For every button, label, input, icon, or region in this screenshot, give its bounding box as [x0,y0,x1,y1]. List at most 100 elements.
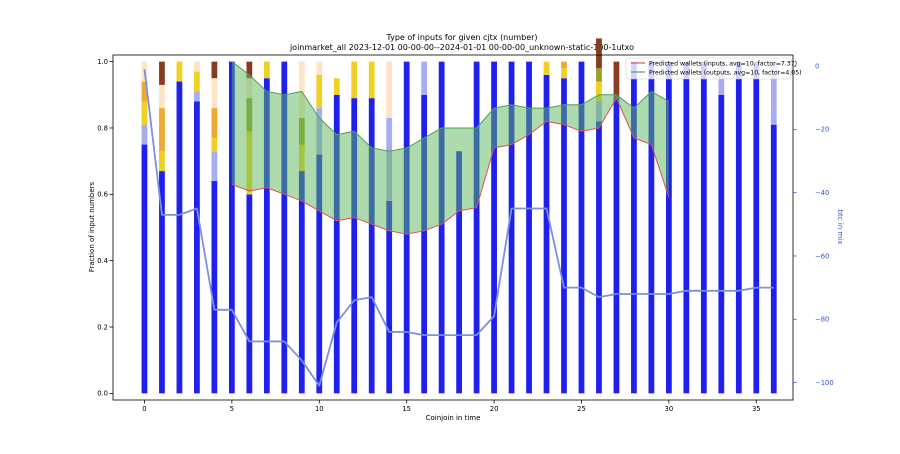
bar-segment [141,124,148,145]
btc-in-mix-line [143,69,774,387]
bar-segment [666,61,672,394]
axes: 0.0 0.2 0.4 0.6 0.8 1.0 0 5 10 15 20 25 30 35 0 −20 −40 −… [97,58,833,413]
bar-segment [159,151,165,172]
bar-segment [561,68,567,79]
bar-segment [159,84,165,109]
bar-segment [141,144,148,394]
bar-segment [194,61,200,72]
bar-segment [351,98,358,394]
bar-segment [176,81,183,394]
legend-label-outputs: Predicted wallets (outputs, avg=10, fact… [649,70,802,77]
predicted-wallets-band [231,61,669,235]
bar-segment [194,101,200,394]
y-tick-label: 0.4 [97,257,108,265]
bar-segment [683,61,690,394]
y-tick-label: 0.6 [97,191,108,199]
x-tick-label: 15 [402,405,411,413]
bar-segment [246,61,253,79]
y2-tick-label: −100 [815,379,834,387]
bar-segment [456,151,462,394]
bar-segment [211,181,218,394]
bar-segment [246,194,253,394]
bar-segment [211,78,218,109]
bar-segment [211,108,218,138]
y-axis-label: Fraction of input numbers [88,181,96,272]
bar-segment [508,61,515,394]
chart-subtitle: joinmarket_all 2023-12-01 00-00-00--2024… [289,43,634,52]
y2-tick-label: 0 [815,62,819,70]
bar-segment [491,61,497,394]
bar-segment [298,171,305,394]
x-axis-label: Coinjoin in time [426,414,481,422]
predicted-outputs-line [231,61,670,152]
bar-segment [159,171,165,394]
bar-segment [368,98,375,394]
bar-segment [543,74,550,394]
bar-segment [316,154,323,394]
bar-segment [176,61,183,82]
bar-segment [159,108,165,152]
bar-segment [438,61,445,394]
bar-segment [333,94,340,394]
bar-segment [770,124,777,394]
bar-segment [368,61,375,99]
bar-segment [561,78,567,394]
bar-segment [421,61,428,95]
bar-segment [298,61,305,119]
y2-tick-label: −80 [815,316,829,324]
bar-segment [596,38,602,69]
bar-segment [141,81,148,102]
y2-tick-label: −40 [815,189,829,197]
bar-segment [718,94,725,394]
chart-title: Type of inputs for given cjtx (number) [385,33,537,42]
bar-segment [263,78,270,394]
x-tick-label: 0 [142,405,146,413]
predicted-inputs-line [231,97,670,235]
bar-segment [735,61,742,394]
bar-segment [596,121,602,394]
bar-segment [141,101,148,125]
bar-segment [700,61,707,394]
bar-segment [316,74,323,109]
bar-segment [753,61,760,394]
y2-tick-label: −20 [815,126,829,134]
bar-segment [543,61,550,75]
x-tick-label: 5 [230,405,234,413]
bar-segment [561,61,567,69]
bar-segment [211,137,218,152]
bar-segment [281,61,288,394]
bar-segment [473,61,480,394]
bar-segment [648,61,655,394]
bar-segment [333,78,340,95]
bar-segment [631,61,637,394]
bar-segment [159,61,165,85]
x-tick-label: 20 [490,405,499,413]
bar-segment [386,61,393,119]
y2-axis-label: btc in mix [836,210,844,245]
bar-segment [316,61,323,75]
x-tick-label: 30 [665,405,674,413]
legend-label-inputs: Predicted wallets (inputs, avg=10, facto… [649,61,797,68]
bar-segment [351,61,358,99]
bar-segment [613,98,620,394]
y2-tick-label: −60 [815,252,829,260]
x-tick-label: 10 [315,405,324,413]
plot-area [141,38,777,394]
x-tick-label: 35 [752,405,761,413]
bar-segment [211,61,218,79]
y-tick-label: 1.0 [97,58,108,66]
y-tick-label: 0.8 [97,124,108,132]
x-tick-label: 25 [577,405,586,413]
bar-segment [421,94,428,394]
legend: Predicted wallets (inputs, avg=10, facto… [625,57,802,80]
bar-segment [526,61,532,394]
bar-segment [211,151,218,182]
bar-segment [596,81,602,102]
bar-segment [386,200,393,394]
bar-segment [194,71,200,92]
legend-box [625,57,792,80]
bar-segment [194,91,200,102]
plot-frame [112,54,794,401]
